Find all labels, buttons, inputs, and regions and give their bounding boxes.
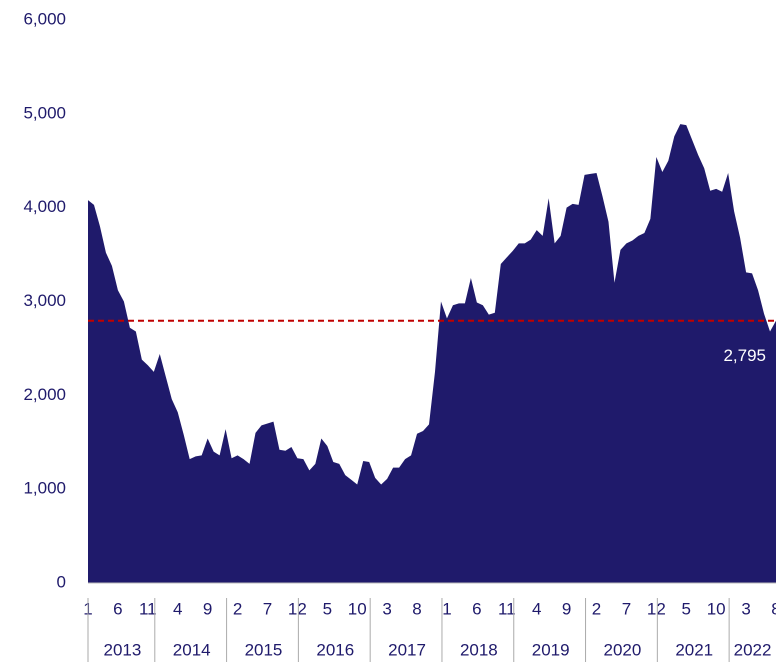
x-tick-label: 5 [682, 599, 691, 618]
y-tick-label: 1,000 [23, 479, 66, 498]
x-tick-label: 5 [323, 599, 332, 618]
x-tick-label: 2 [592, 599, 601, 618]
x-tick-label: 2 [233, 599, 242, 618]
x-tick-label: 3 [382, 599, 391, 618]
x-tick-label: 11 [498, 599, 516, 618]
x-tick-label: 4 [173, 599, 182, 618]
x-tick-label: 8 [412, 599, 421, 618]
year-label: 2013 [103, 640, 141, 659]
x-tick-label: 11 [139, 599, 157, 618]
year-label: 2017 [388, 640, 426, 659]
x-tick-label: 9 [562, 599, 571, 618]
x-tick-label: 7 [263, 599, 272, 618]
year-label: 2020 [604, 640, 642, 659]
year-label: 2021 [675, 640, 713, 659]
reference-label: 2,795 [723, 346, 766, 365]
x-tick-label: 10 [707, 599, 726, 618]
year-label: 2014 [173, 640, 211, 659]
x-tick-label: 8 [771, 599, 776, 618]
x-tick-label: 7 [622, 599, 631, 618]
year-label: 2015 [245, 640, 283, 659]
x-tick-label: 4 [532, 599, 541, 618]
x-tick-label: 6 [113, 599, 122, 618]
year-label: 2019 [532, 640, 570, 659]
y-tick-label: 4,000 [23, 197, 66, 216]
x-tick-label: 10 [348, 599, 367, 618]
x-tick-label: 3 [741, 599, 750, 618]
year-label: 2022 [734, 640, 772, 659]
y-tick-label: 6,000 [23, 9, 66, 28]
y-tick-label: 5,000 [23, 103, 66, 122]
year-label: 2018 [460, 640, 498, 659]
x-tick-label: 12 [647, 599, 666, 618]
x-tick-label: 6 [472, 599, 481, 618]
x-tick-label: 9 [203, 599, 212, 618]
area [88, 124, 776, 583]
y-tick-label: 2,000 [23, 385, 66, 404]
y-tick-label: 3,000 [23, 291, 66, 310]
y-tick-label: 0 [57, 572, 66, 591]
x-tick-label: 1 [442, 599, 451, 618]
year-label: 2016 [316, 640, 354, 659]
x-tick-label: 12 [288, 599, 307, 618]
